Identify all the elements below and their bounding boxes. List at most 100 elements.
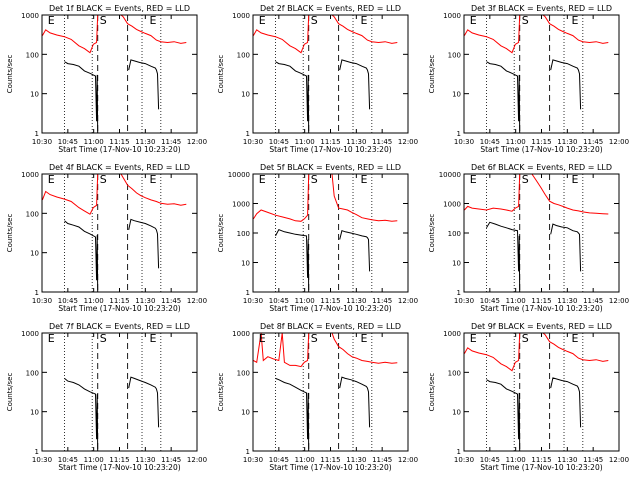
chart-title: Det 1f BLACK = Events, RED = LLD bbox=[49, 4, 190, 13]
x-tick-label: 10:45 bbox=[269, 138, 289, 146]
event-marker-label: E bbox=[259, 14, 266, 27]
event-marker-label: E bbox=[361, 14, 368, 27]
event-marker-label: E bbox=[361, 173, 368, 186]
x-tick-label: 11:00 bbox=[84, 138, 104, 146]
y-axis-label: Counts/sec bbox=[428, 214, 436, 253]
y-axis-label: Counts/sec bbox=[217, 55, 225, 94]
y-tick-label: 10 bbox=[452, 91, 461, 99]
y-tick-label: 1 bbox=[457, 130, 461, 138]
events-series-line bbox=[339, 376, 371, 428]
plot-frame bbox=[252, 14, 409, 134]
events-series-line bbox=[275, 377, 310, 451]
lld-series-line bbox=[253, 15, 398, 54]
x-tick-label: 11:15 bbox=[109, 297, 129, 305]
x-tick-label: 12:00 bbox=[609, 456, 629, 464]
lld-series-line bbox=[464, 333, 609, 372]
events-series-line bbox=[128, 218, 160, 269]
events-series-line bbox=[339, 59, 371, 110]
x-axis-label: Start Time (17-Nov-10 10:23:20) bbox=[269, 463, 391, 472]
events-series-line bbox=[128, 376, 160, 428]
x-axis-label: Start Time (17-Nov-10 10:23:20) bbox=[269, 304, 391, 313]
plot-frame bbox=[463, 173, 620, 293]
events-series-line bbox=[550, 377, 582, 428]
x-tick-label: 12:00 bbox=[187, 456, 207, 464]
x-tick-label: 12:00 bbox=[398, 138, 418, 146]
x-tick-label: 11:00 bbox=[295, 456, 315, 464]
event-marker-label: S bbox=[311, 332, 318, 345]
chart-title: Det 5f BLACK = Events, RED = LLD bbox=[260, 163, 401, 172]
y-tick-label: 1000 bbox=[443, 201, 461, 209]
lld-series-line bbox=[464, 174, 609, 215]
x-tick-label: 11:00 bbox=[506, 297, 526, 305]
y-tick-label: 10 bbox=[241, 91, 250, 99]
x-tick-label: 11:45 bbox=[161, 297, 181, 305]
x-tick-label: 10:30 bbox=[32, 138, 52, 146]
y-tick-label: 10 bbox=[30, 409, 39, 417]
y-tick-label: 10 bbox=[30, 91, 39, 99]
x-tick-label: 10:45 bbox=[269, 456, 289, 464]
x-tick-label: 12:00 bbox=[609, 297, 629, 305]
event-marker-label: E bbox=[259, 173, 266, 186]
event-marker-label: S bbox=[522, 332, 529, 345]
x-tick-label: 10:45 bbox=[58, 456, 78, 464]
y-axis-label: Counts/sec bbox=[6, 214, 14, 253]
y-tick-label: 1000 bbox=[443, 330, 461, 338]
x-tick-label: 11:30 bbox=[346, 456, 366, 464]
events-series-line bbox=[486, 221, 521, 292]
event-marker-label: E bbox=[150, 14, 157, 27]
y-axis-label: Counts/sec bbox=[217, 373, 225, 412]
x-tick-label: 10:30 bbox=[243, 297, 263, 305]
events-series-line bbox=[486, 61, 521, 133]
x-axis-label: Start Time (17-Nov-10 10:23:20) bbox=[480, 145, 602, 154]
lld-series-line bbox=[253, 333, 398, 368]
events-series-line bbox=[64, 220, 99, 292]
y-axis-label: Counts/sec bbox=[428, 373, 436, 412]
x-tick-label: 12:00 bbox=[609, 138, 629, 146]
y-tick-label: 1000 bbox=[232, 201, 250, 209]
chart-title: Det 9f BLACK = Events, RED = LLD bbox=[471, 322, 612, 331]
event-marker-label: E bbox=[150, 173, 157, 186]
chart-title: Det 4f BLACK = Events, RED = LLD bbox=[49, 163, 190, 172]
event-marker-label: S bbox=[100, 14, 107, 27]
plot-frame bbox=[252, 173, 409, 293]
y-tick-label: 1 bbox=[246, 130, 250, 138]
x-tick-label: 11:45 bbox=[583, 138, 603, 146]
x-tick-label: 10:30 bbox=[243, 138, 263, 146]
plot-frame bbox=[252, 332, 409, 452]
x-tick-label: 11:15 bbox=[109, 456, 129, 464]
events-series-line bbox=[64, 61, 99, 133]
y-tick-label: 1000 bbox=[21, 12, 39, 20]
y-tick-label: 1000 bbox=[232, 330, 250, 338]
chart-title: Det 3f BLACK = Events, RED = LLD bbox=[471, 4, 612, 13]
x-tick-label: 11:00 bbox=[295, 138, 315, 146]
event-marker-label: S bbox=[522, 173, 529, 186]
lld-series-line bbox=[42, 174, 187, 215]
y-tick-label: 1000 bbox=[232, 12, 250, 20]
x-tick-label: 12:00 bbox=[398, 297, 418, 305]
x-tick-label: 11:30 bbox=[135, 297, 155, 305]
event-marker-label: E bbox=[572, 173, 579, 186]
event-marker-label: E bbox=[150, 332, 157, 345]
x-tick-label: 11:45 bbox=[372, 456, 392, 464]
x-tick-label: 12:00 bbox=[187, 297, 207, 305]
y-tick-label: 100 bbox=[448, 369, 461, 377]
x-tick-label: 11:15 bbox=[109, 138, 129, 146]
y-tick-label: 10000 bbox=[439, 171, 461, 179]
y-tick-label: 10000 bbox=[228, 171, 250, 179]
x-tick-label: 12:00 bbox=[187, 138, 207, 146]
chart-title: Det 2f BLACK = Events, RED = LLD bbox=[260, 4, 401, 13]
x-tick-label: 11:30 bbox=[346, 297, 366, 305]
y-tick-label: 1 bbox=[246, 289, 250, 297]
plot-frame bbox=[41, 173, 198, 293]
events-series-line bbox=[64, 378, 99, 451]
y-tick-label: 100 bbox=[26, 210, 39, 218]
x-tick-label: 11:00 bbox=[295, 297, 315, 305]
x-axis-label: Start Time (17-Nov-10 10:23:20) bbox=[269, 145, 391, 154]
x-axis-label: Start Time (17-Nov-10 10:23:20) bbox=[480, 304, 602, 313]
